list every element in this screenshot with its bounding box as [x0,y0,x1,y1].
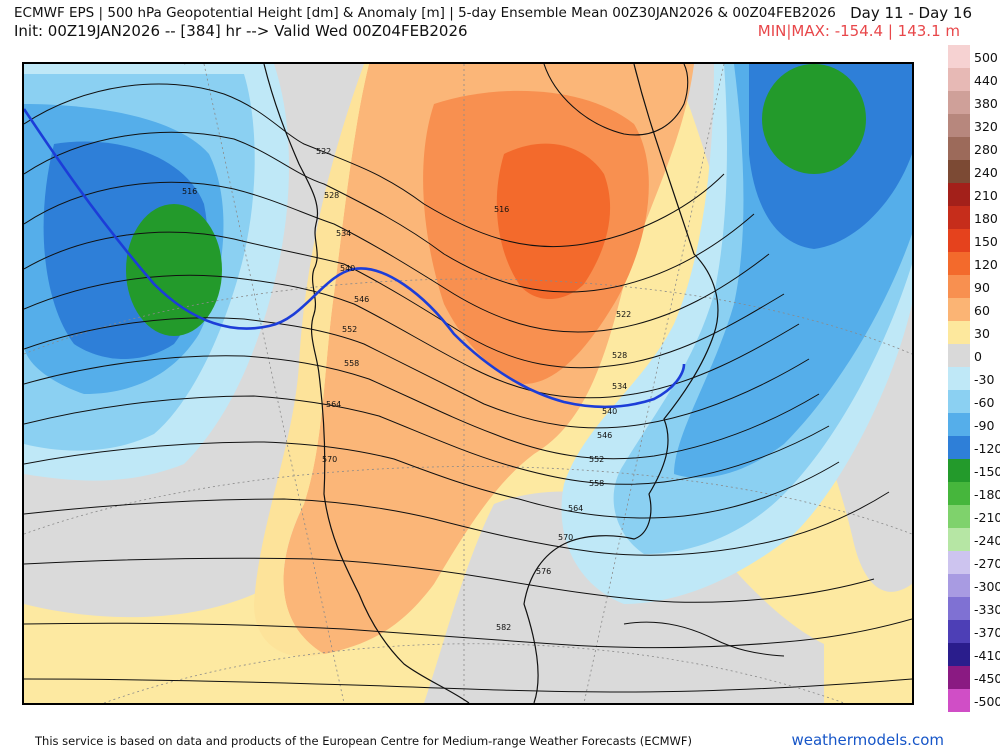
colorbar-swatch: 210 [948,183,998,206]
colorbar-swatch: -60 [948,390,994,413]
colorbar-label: 120 [974,257,998,272]
contour-label: 546 [354,295,369,304]
colorbar-swatch: -150 [948,459,1000,482]
contour-label: 552 [589,455,604,464]
colorbar-swatch: 180 [948,206,998,229]
colorbar-swatch: 0 [948,344,982,367]
colorbar-label: -30 [974,372,995,387]
colorbar-swatch: 150 [948,229,998,252]
contour-label: 516 [182,187,197,196]
colorbar-swatch: -300 [948,574,1000,597]
footer-disclaimer: This service is based on data and produc… [35,734,692,748]
contour-label: 552 [342,325,357,334]
colorbar-label: -210 [974,510,1000,525]
colorbar-swatch: -120 [948,436,1000,459]
min-max-readout: MIN|MAX: -154.4 | 143.1 m [757,22,960,40]
brand-link[interactable]: weathermodels.com [791,731,944,749]
colorbar-label: -60 [974,395,995,410]
colorbar-swatch: -90 [948,413,994,436]
coastline-north-america [263,64,719,703]
colorbar-swatch: 320 [948,114,998,137]
colorbar-swatch: -240 [948,528,1000,551]
map-panel: 516 522 528 534 540 546 552 558 564 570 … [22,62,914,705]
contour-label: 576 [536,567,551,576]
colorbar-label: 240 [974,165,998,180]
colorbar-label: 320 [974,119,998,134]
colorbar-label: 440 [974,73,998,88]
colorbar-swatch: -180 [948,482,1000,505]
anomaly-ridge-30 [254,64,369,657]
anomaly-ridge-120 [496,143,611,299]
height-contours [24,83,912,693]
colorbar-label: -270 [974,556,1000,571]
anomaly-trough-east-150 [762,64,866,174]
colorbar-swatch: 380 [948,91,998,114]
colorbar-swatch: 90 [948,275,990,298]
contour-label: 564 [568,504,583,513]
contour-label: 522 [316,147,331,156]
colorbar-label: -180 [974,487,1000,502]
colorbar-label: -90 [974,418,995,433]
contour-label: 570 [558,533,573,542]
contour-label: 528 [612,351,627,360]
anomaly-map: 516 522 528 534 540 546 552 558 564 570 … [24,64,912,703]
colorbar-label: -410 [974,648,1000,663]
coastline-cuba [623,621,785,657]
colorbar-swatch: -210 [948,505,1000,528]
colorbar-label: 210 [974,188,998,203]
contour-label: 546 [597,431,612,440]
contour-label: 582 [496,623,511,632]
contour-label: 564 [326,400,341,409]
colorbar-swatch: -410 [948,643,1000,666]
colorbar-swatch: 60 [948,298,990,321]
colorbar: 500 440 380 320 280 240 210 180 150 120 90 60 30 0 -30… [948,45,1000,712]
colorbar-swatch: 440 [948,68,998,91]
colorbar-swatch: -450 [948,666,1000,689]
colorbar-swatch: -370 [948,620,1000,643]
colorbar-label: 150 [974,234,998,249]
contour-labels: 516 522 528 534 540 546 552 558 564 570 … [182,147,631,632]
contour-label: 570 [322,455,337,464]
colorbar-label: -450 [974,671,1000,686]
colorbar-label: 500 [974,50,998,65]
colorbar-label: -240 [974,533,1000,548]
contour-label: 534 [336,229,351,238]
colorbar-label: 380 [974,96,998,111]
day-range: Day 11 - Day 16 [850,4,972,22]
colorbar-swatch: 30 [948,321,990,344]
colorbar-swatch: -270 [948,551,1000,574]
init-valid-line: Init: 00Z19JAN2026 -- [384] hr --> Valid… [14,22,468,40]
contour-label: 558 [344,359,359,368]
colorbar-label: -500 [974,694,1000,709]
colorbar-swatch: 120 [948,252,998,275]
colorbar-swatch: -30 [948,367,994,390]
colorbar-label: 60 [974,303,990,318]
contour-label: 528 [324,191,339,200]
map-title: ECMWF EPS | 500 hPa Geopotential Height … [14,5,836,21]
colorbar-swatch: 240 [948,160,998,183]
colorbar-swatch: 500 [948,45,998,68]
colorbar-label: 180 [974,211,998,226]
anomaly-trough-west-150 [126,204,222,336]
colorbar-label: 0 [974,349,982,364]
colorbar-label: 90 [974,280,990,295]
colorbar-label: 280 [974,142,998,157]
colorbar-label: -330 [974,602,1000,617]
contour-label: 558 [589,479,604,488]
colorbar-label: 30 [974,326,990,341]
colorbar-label: -120 [974,441,1000,456]
colorbar-swatch: 280 [948,137,998,160]
colorbar-swatch: -500 [948,689,1000,712]
contour-label: 522 [616,310,631,319]
contour-label: 516 [494,205,509,214]
colorbar-label: -300 [974,579,1000,594]
colorbar-label: -370 [974,625,1000,640]
coastline-greenland [543,64,689,136]
contour-540-highlight [24,108,686,409]
contour-label: 540 [340,264,355,273]
contour-label: 534 [612,382,627,391]
colorbar-label: -150 [974,464,1000,479]
contour-label: 540 [602,407,617,416]
colorbar-swatch: -330 [948,597,1000,620]
